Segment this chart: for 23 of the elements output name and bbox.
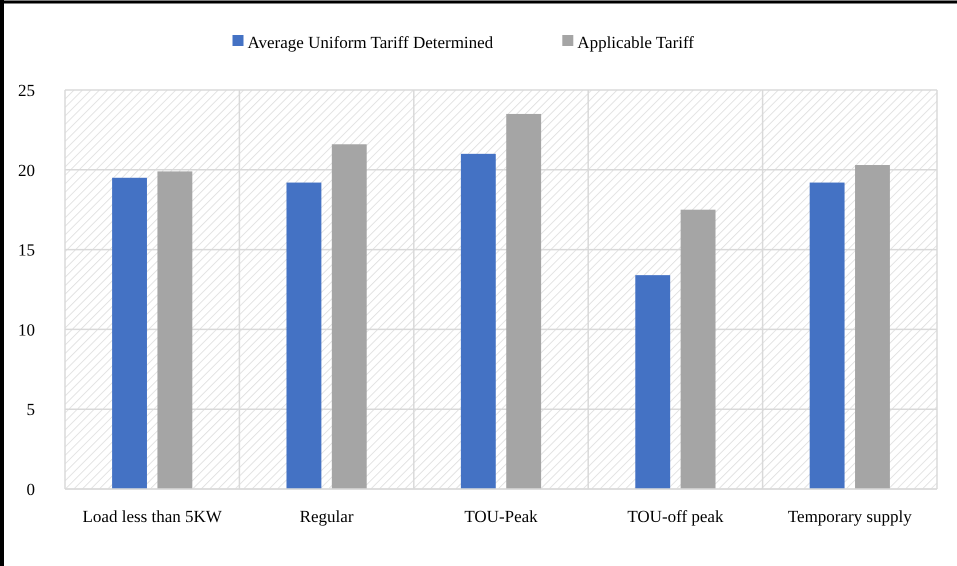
legend-label: Average Uniform Tariff Determined [248, 32, 494, 52]
x-tick-label: Load less than 5KW [82, 507, 223, 526]
y-tick-label: 20 [18, 160, 35, 180]
bar [286, 182, 322, 489]
y-tick-label: 10 [18, 320, 35, 340]
bar [332, 144, 367, 489]
x-tick-label: TOU-off peak [627, 507, 724, 526]
bar [506, 114, 542, 489]
bar [460, 154, 496, 489]
legend-label: Applicable Tariff [577, 32, 694, 52]
y-tick-label: 15 [18, 240, 35, 260]
bar [680, 210, 716, 489]
y-tick-label: 5 [26, 400, 35, 420]
bar [157, 171, 192, 489]
bar [635, 275, 670, 489]
bar [112, 178, 147, 489]
x-tick-label: TOU-Peak [464, 507, 538, 526]
x-tick-label: Temporary supply [788, 507, 912, 526]
x-tick-label: Regular [300, 507, 354, 526]
bar [855, 165, 890, 489]
y-tick-label: 0 [26, 480, 35, 499]
bar [810, 182, 845, 489]
y-tick-label: 25 [18, 80, 35, 100]
